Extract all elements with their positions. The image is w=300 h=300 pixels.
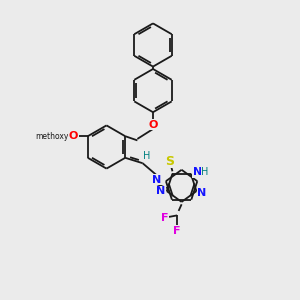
Text: N: N	[197, 188, 206, 198]
Text: N: N	[156, 186, 165, 196]
Text: F: F	[173, 226, 181, 236]
Text: H: H	[142, 151, 150, 161]
Text: O: O	[69, 130, 78, 141]
Text: O: O	[148, 120, 158, 130]
Text: O: O	[62, 131, 71, 141]
Text: F: F	[161, 213, 168, 224]
Text: S: S	[165, 154, 174, 168]
Text: N: N	[193, 167, 202, 177]
Text: methoxy: methoxy	[35, 132, 68, 141]
Text: H: H	[201, 167, 208, 177]
Text: N: N	[152, 175, 162, 185]
